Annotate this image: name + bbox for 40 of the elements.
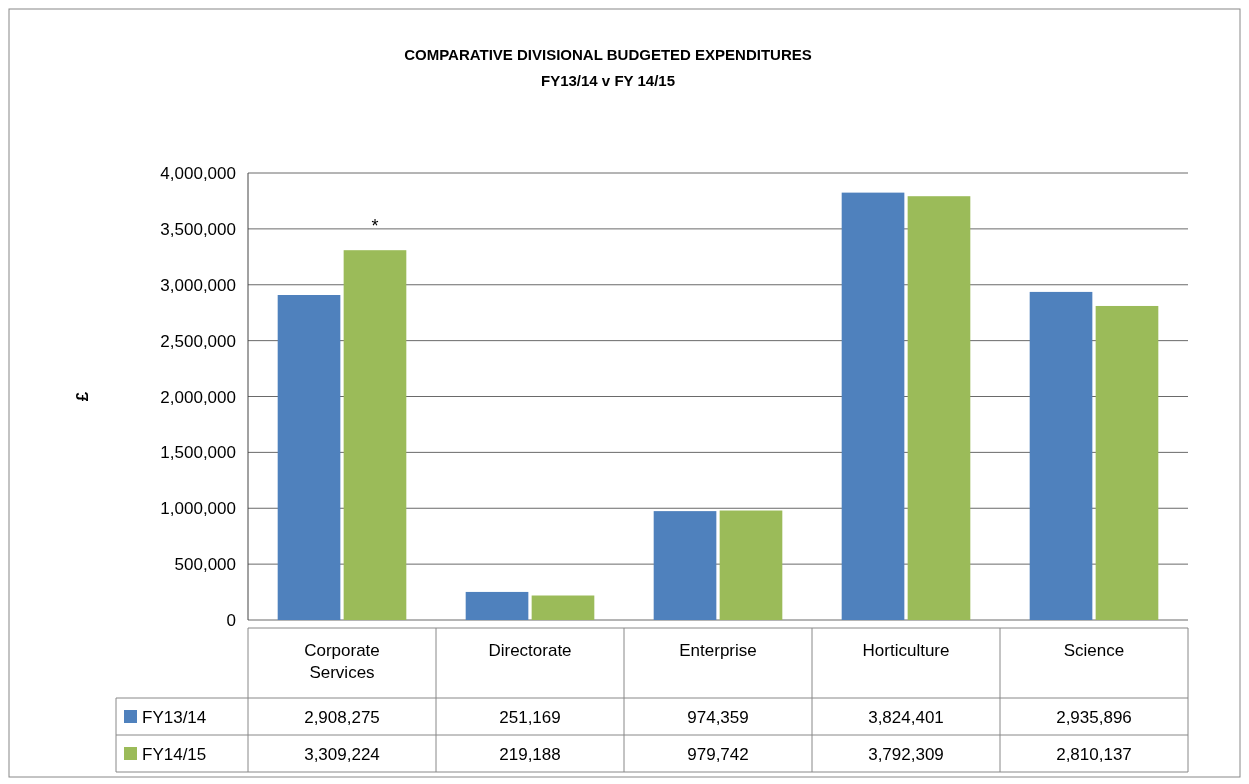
bar [841,192,905,620]
data-label: 3,792,309 [868,745,944,764]
data-label: 251,169 [499,708,561,727]
y-tick-label: 1,000,000 [160,499,236,519]
x-tick-label: Horticulture [862,641,950,660]
chart-subtitle: FY13/14 v FY 14/15 [541,72,675,89]
y-tick-label: 4,000,000 [160,164,236,183]
chart-title: COMPARATIVE DIVISIONAL BUDGETED EXPENDITURES [404,46,812,63]
y-tick-label: 3,000,000 [160,275,236,295]
bar [343,250,407,620]
legend-label: FY13/14 [142,708,207,727]
x-tick-label: Science [1063,641,1125,660]
x-tick-label: Corporate Services [304,641,380,682]
y-tick-label: 2,000,000 [160,387,236,407]
x-tick-label: Directorate [488,641,572,660]
bar [1029,291,1093,620]
y-axis-title: £ [73,391,92,402]
y-tick-label: 2,500,000 [160,331,236,351]
data-label: 219,188 [499,745,561,764]
y-tick-label: 500,000 [174,555,236,575]
data-label: 974,359 [687,708,749,727]
y-tick-label: 0 [226,611,236,630]
bar [277,295,341,620]
data-label: 979,742 [687,745,749,764]
bar [719,510,783,620]
data-label: 2,935,896 [1056,708,1132,727]
x-tick-label: Enterprise [679,641,757,660]
bar [531,595,595,620]
bar [653,511,717,620]
data-label: 3,824,401 [868,708,944,727]
y-tick-label: 1,500,000 [160,443,236,463]
bar [465,591,529,620]
bar [1095,305,1159,620]
bar [907,196,971,620]
legend-label: FY14/15 [142,745,207,764]
annotation: * [371,216,379,237]
y-tick-label: 3,500,000 [160,219,236,239]
data-label: 2,810,137 [1056,745,1132,764]
data-label: 3,309,224 [304,745,380,764]
data-label: 2,908,275 [304,708,380,727]
